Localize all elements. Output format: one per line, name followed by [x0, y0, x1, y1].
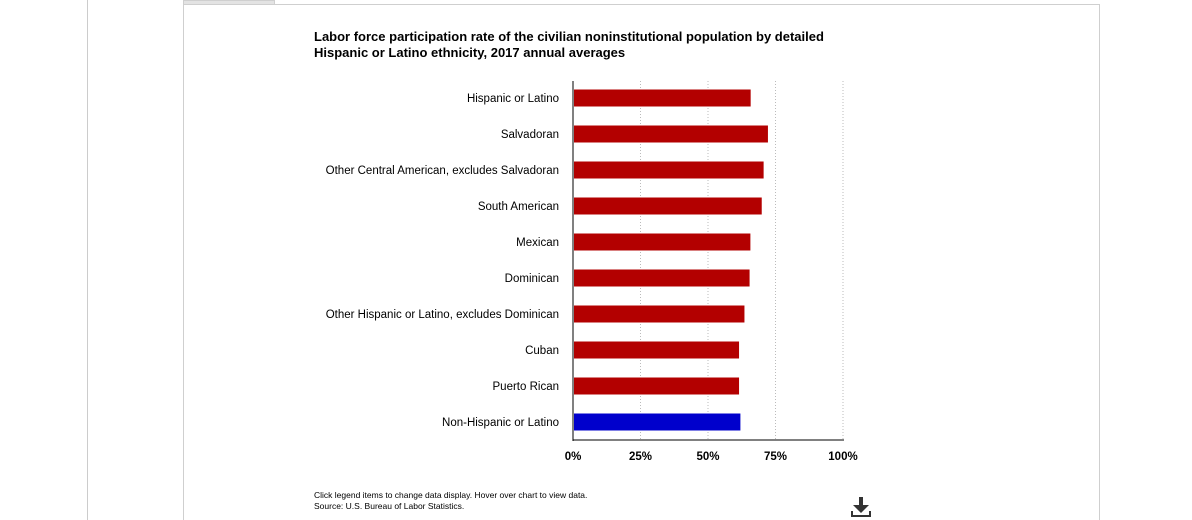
- category-label-9: Puerto Rican: [493, 381, 559, 393]
- download-icon: [851, 497, 871, 517]
- x-tick-label-0: 0%: [565, 451, 582, 463]
- category-label-5: Mexican: [516, 237, 559, 249]
- x-tick-label-4: 100%: [828, 451, 857, 463]
- left-divider: [87, 0, 88, 520]
- bar-5[interactable]: [574, 233, 751, 251]
- bar-9[interactable]: [574, 377, 740, 395]
- chart-panel: [183, 4, 1100, 520]
- bar-4[interactable]: [574, 197, 762, 215]
- category-label-8: Cuban: [525, 345, 559, 357]
- x-tick-label-2: 50%: [696, 451, 719, 463]
- category-label-7: Other Hispanic or Latino, excludes Domin…: [326, 309, 559, 321]
- bar-6[interactable]: [574, 269, 750, 287]
- bar-3[interactable]: [574, 161, 764, 179]
- panel-tab[interactable]: [183, 0, 275, 4]
- x-tick-label-3: 75%: [764, 451, 787, 463]
- bar-2[interactable]: [574, 125, 768, 143]
- category-label-6: Dominican: [505, 273, 559, 285]
- bar-8[interactable]: [574, 341, 740, 359]
- bar-1[interactable]: [574, 89, 751, 107]
- category-label-1: Hispanic or Latino: [467, 93, 559, 105]
- category-label-2: Salvadoran: [501, 129, 559, 141]
- bar-10[interactable]: [574, 413, 741, 431]
- chart-instructions: Click legend items to change data displa…: [314, 490, 588, 500]
- download-button[interactable]: [849, 496, 873, 518]
- category-label-3: Other Central American, excludes Salvado…: [326, 165, 559, 177]
- category-label-4: South American: [478, 201, 559, 213]
- chart-title: Labor force participation rate of the ci…: [314, 29, 824, 60]
- bar-7[interactable]: [574, 305, 745, 323]
- x-tick-label-1: 25%: [629, 451, 652, 463]
- category-label-10: Non-Hispanic or Latino: [442, 417, 559, 429]
- chart-source: Source: U.S. Bureau of Labor Statistics.: [314, 501, 465, 511]
- chart-footer: Click legend items to change data displa…: [314, 490, 587, 512]
